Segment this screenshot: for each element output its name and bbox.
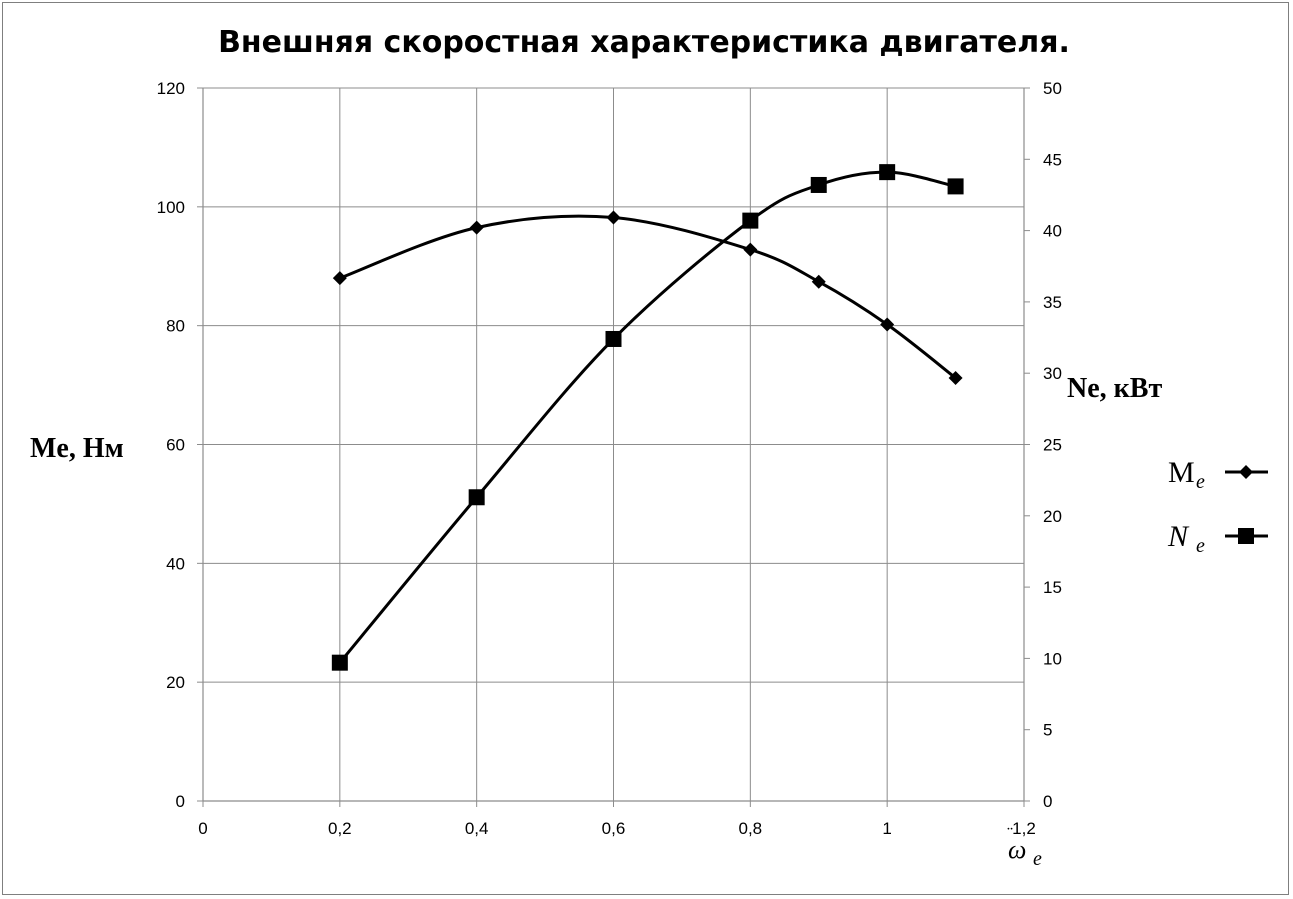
x-tick-label: 1 [882,819,891,838]
x-tick-label: 0 [198,819,207,838]
legend-label: M [1168,456,1195,489]
y-right-tick-label: 40 [1043,222,1062,241]
y-right-tick-label: 30 [1043,364,1062,383]
y-left-tick-label: 60 [166,436,185,455]
legend-label: N [1167,520,1190,553]
legend-marker [1239,465,1253,479]
y-left-tick-label: 120 [157,79,185,98]
y-right-tick-label: 10 [1043,649,1062,668]
y-right-tick-label: 15 [1043,578,1062,597]
grid [203,87,1025,801]
axes [197,87,1030,807]
data-point-square [331,654,348,671]
x-tick-label: 1,2 [1012,819,1036,838]
y-right-tick-label: 5 [1043,721,1052,740]
data-point-square [468,489,485,506]
data-point-diamond [332,271,347,286]
y-right-tick-label: 20 [1043,507,1062,526]
y-left-tick-label: 80 [166,317,185,336]
y-left-tick-label: 20 [166,673,185,692]
y-left-tick-label: 0 [176,792,185,811]
data-point-diamond [880,317,895,332]
data-point-square [947,178,964,195]
series-layer [331,164,964,671]
chart-title: Внешняя скоростная характеристика двигат… [218,25,1070,60]
x-tick-label: 0,4 [465,819,489,838]
y-right-axis-title: Ne, кВт [1067,373,1162,404]
series-me [332,210,963,385]
series-ne [331,164,964,671]
data-point-diamond [743,242,758,257]
y-right-tick-label: 35 [1043,293,1062,312]
x-tick-label: 0,2 [328,819,352,838]
legend-label-subscript: e [1196,471,1205,493]
data-point-square [742,212,759,229]
y-left-tick-label: 40 [166,554,185,573]
legend-marker [1238,528,1254,544]
data-point-diamond [606,210,621,225]
y-left-axis-title: Me, Нм [30,433,124,464]
series-line [338,170,956,664]
x-tick-label: 0,6 [602,819,626,838]
y-right-tick-label: 45 [1043,150,1062,169]
x-tick-label: 0,8 [739,819,763,838]
y-right-tick-label: 50 [1043,79,1062,98]
data-point-square [605,330,622,347]
data-point-diamond [948,370,963,385]
y-right-tick-label: 25 [1043,436,1062,455]
data-point-diamond [469,220,484,235]
legend-label-subscript: e [1196,535,1205,557]
y-left-tick-label: 100 [157,198,185,217]
data-point-diamond [811,274,826,289]
svg-text:ω: ω [1008,835,1026,864]
svg-text:e: e [1033,848,1042,870]
tick-labels: 0 20 40 60 80 100 120 0 0,2 0,4 0,6 0,8 1 1,2 0 5 10 15 20… [157,79,1062,838]
series-line [339,214,957,380]
y-right-tick-label: 0 [1043,792,1052,811]
data-point-square [810,176,827,193]
data-point-square [879,164,896,181]
